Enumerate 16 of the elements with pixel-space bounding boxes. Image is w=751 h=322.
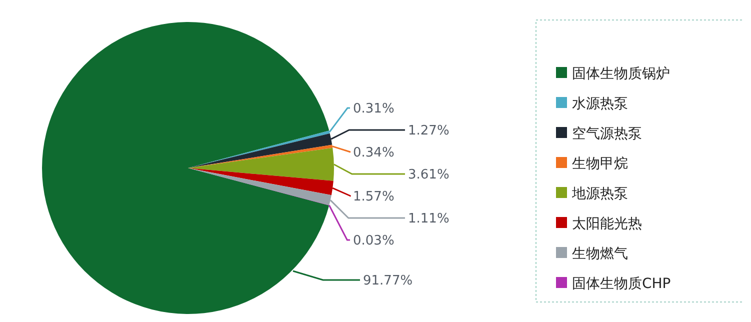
data-label: 3.61% — [408, 168, 450, 183]
legend-label: 太阳能光热 — [572, 216, 642, 232]
data-label: 0.34% — [353, 146, 394, 161]
data-label: 0.31% — [353, 102, 394, 117]
legend-label: 地源热泵 — [571, 186, 628, 202]
legend-label: 生物燃气 — [572, 246, 628, 262]
data-label: 1.11% — [408, 212, 450, 227]
legend-label: 生物甲烷 — [572, 156, 628, 172]
legend-label: 水源热泵 — [572, 96, 628, 112]
legend-label: 固体生物质锅炉 — [572, 66, 670, 82]
data-label: 1.57% — [353, 190, 394, 205]
data-label: 1.27% — [408, 124, 450, 139]
data-label: 0.03% — [353, 234, 394, 249]
legend-label: 固体生物质CHP — [572, 276, 671, 292]
legend-label: 空气源热泵 — [572, 126, 642, 142]
data-label: 91.77% — [363, 274, 413, 289]
